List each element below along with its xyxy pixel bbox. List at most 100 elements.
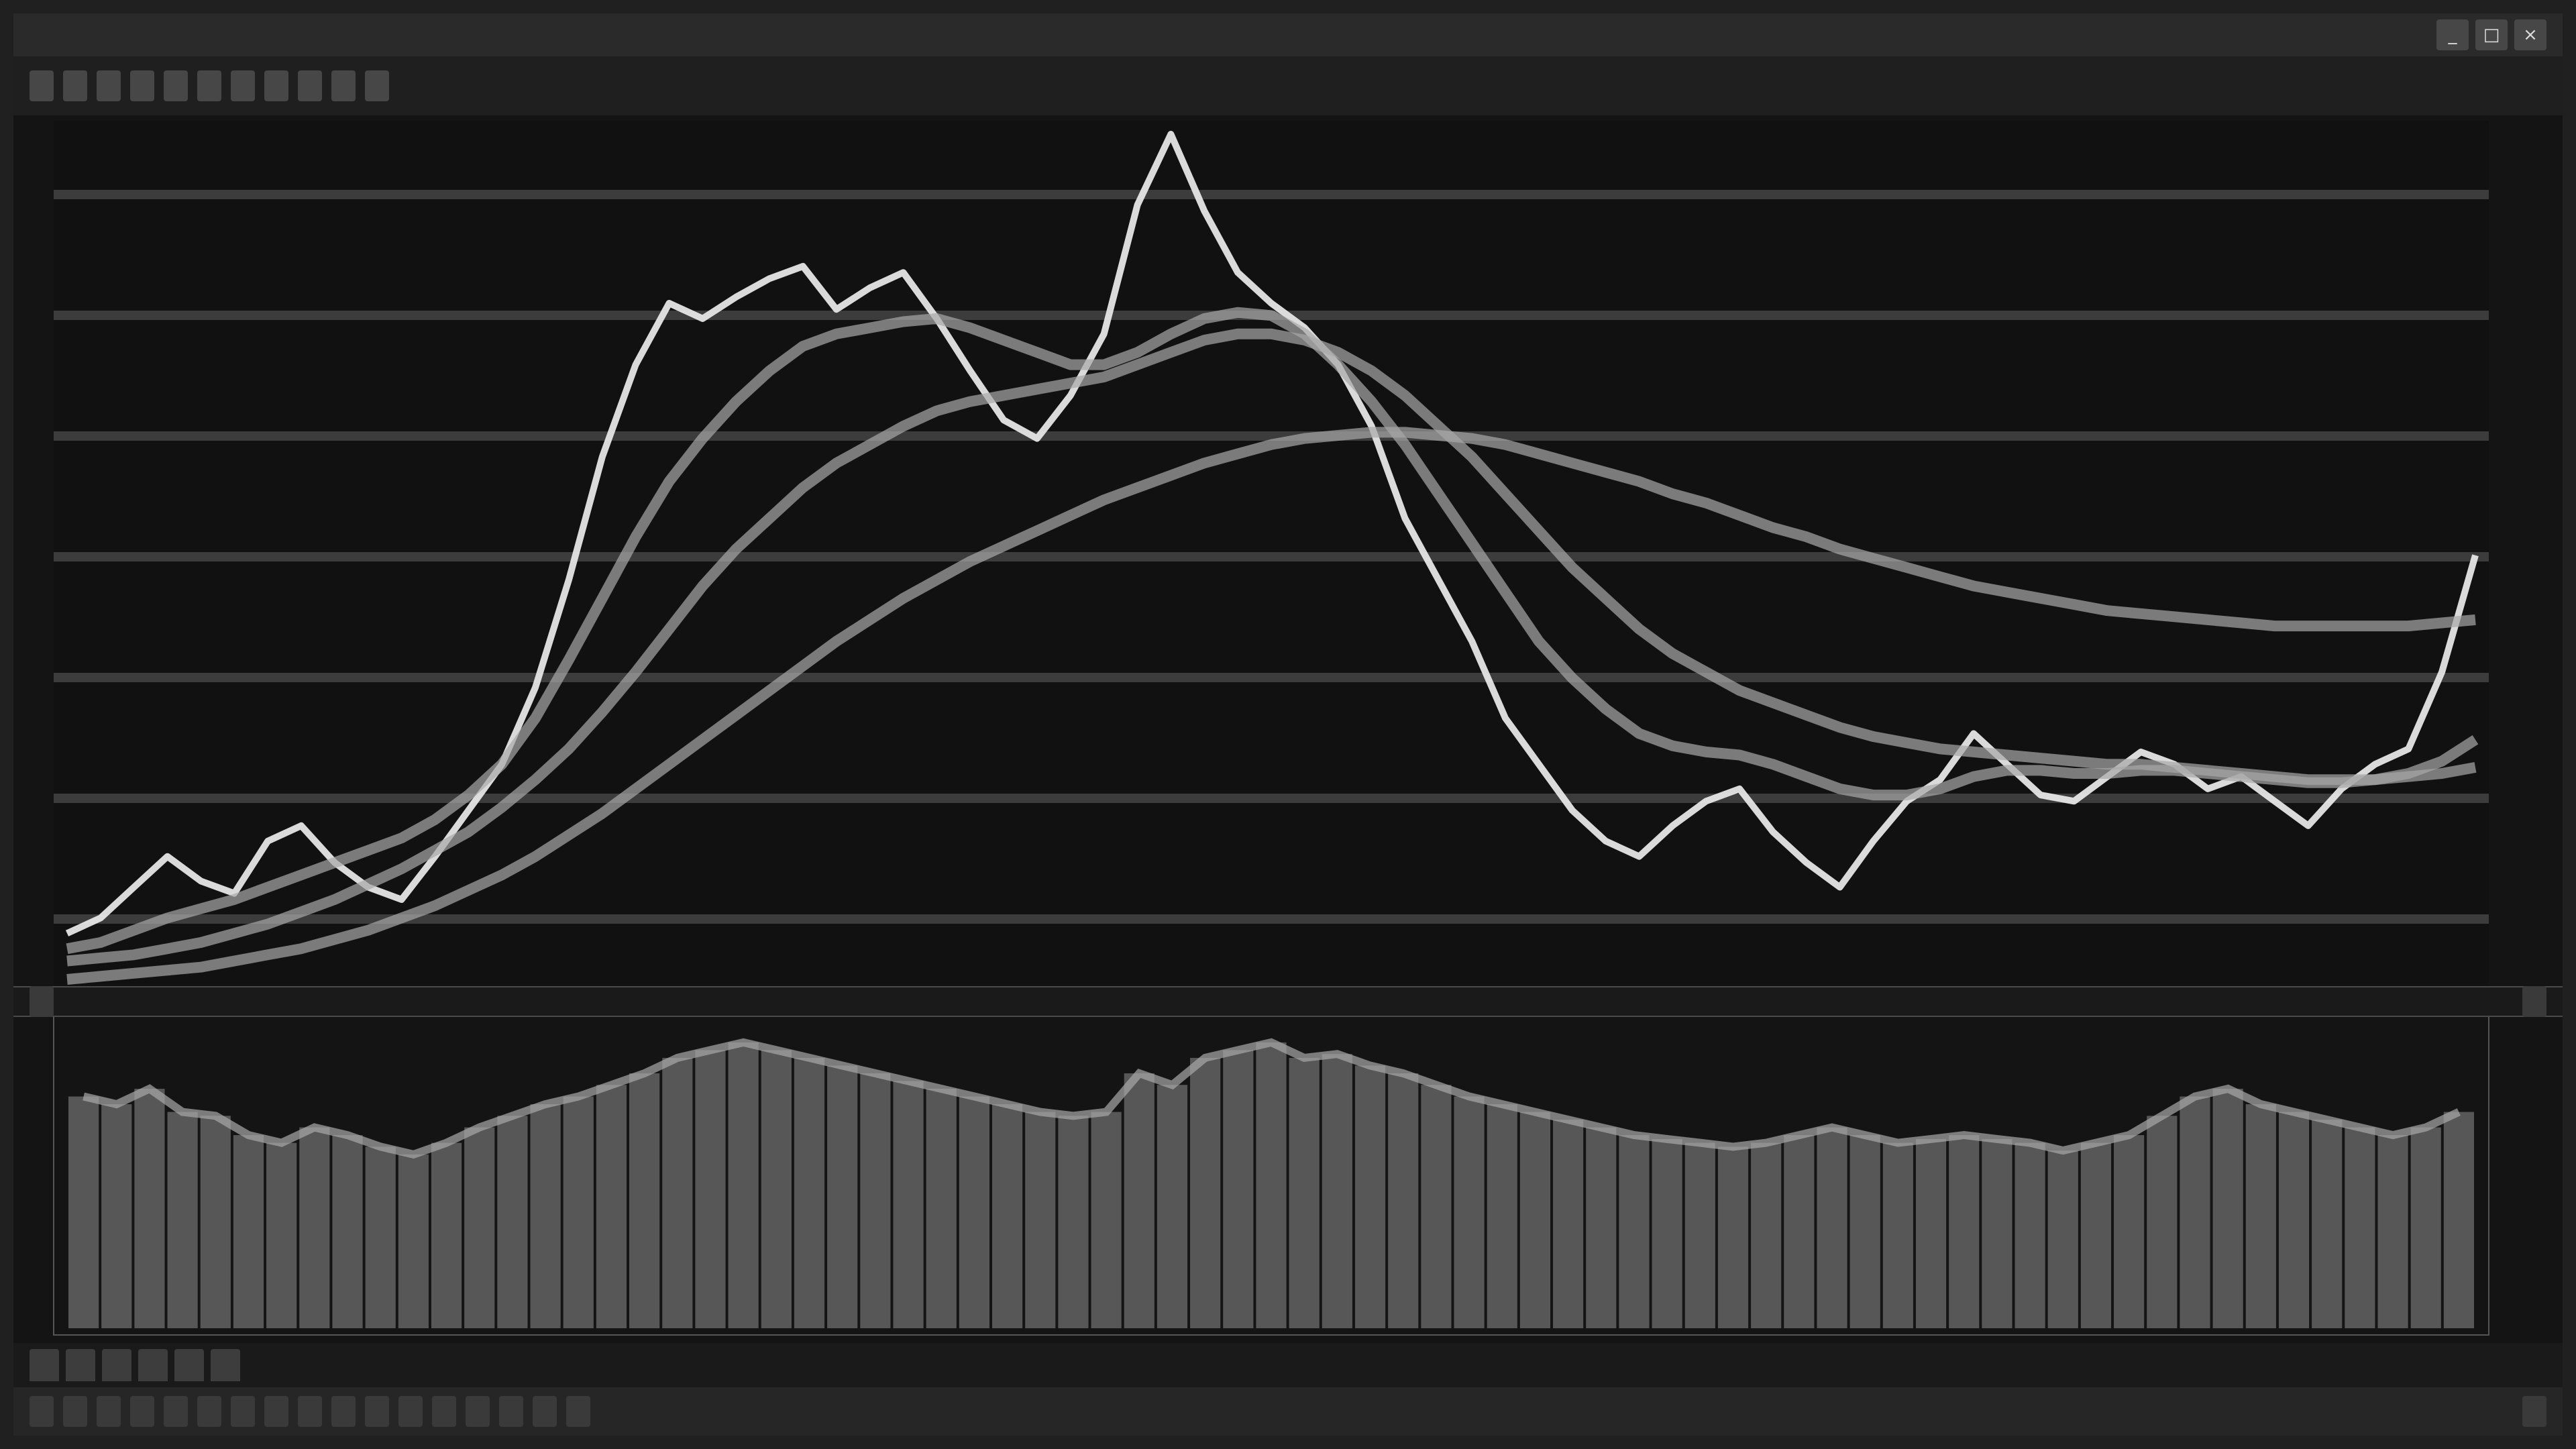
volume-series [68, 1038, 2474, 1328]
volume-bar [1849, 1135, 1880, 1328]
volume-bar [1388, 1073, 1419, 1328]
status-item [30, 1396, 54, 1427]
volume-bar [464, 1127, 495, 1328]
status-item [432, 1396, 456, 1427]
volume-bar [2114, 1135, 2145, 1328]
toolbar-item[interactable] [298, 70, 322, 101]
volume-bar [728, 1042, 759, 1328]
bottom-tab[interactable] [66, 1349, 95, 1381]
status-item [97, 1396, 121, 1427]
status-item [499, 1396, 523, 1427]
volume-bar [497, 1116, 528, 1328]
price-line [65, 131, 2479, 936]
volume-bar [266, 1142, 297, 1328]
volume-bar [860, 1073, 891, 1328]
volume-bar [1058, 1116, 1089, 1328]
toolbar [13, 56, 2563, 115]
volume-bar [1652, 1138, 1682, 1328]
toolbar-item[interactable] [264, 70, 288, 101]
bottom-tab[interactable] [30, 1349, 59, 1381]
volume-bar [2180, 1096, 2210, 1328]
toolbar-item[interactable] [197, 70, 221, 101]
toolbar-item[interactable] [164, 70, 188, 101]
volume-bar [1784, 1135, 1815, 1328]
toolbar-item[interactable] [130, 70, 154, 101]
status-item [566, 1396, 590, 1427]
toolbar-item[interactable] [63, 70, 87, 101]
volume-bar [1322, 1054, 1352, 1328]
volume-bar [1717, 1146, 1749, 1328]
volume-legend [30, 986, 54, 1017]
price-series [65, 131, 2479, 985]
volume-bar [1915, 1138, 1947, 1328]
status-item [365, 1396, 389, 1427]
volume-bar [1949, 1135, 1980, 1328]
volume-bar [1519, 1112, 1551, 1328]
volume-bar [629, 1073, 660, 1328]
volume-bar [2312, 1120, 2343, 1328]
moving-average-line [66, 427, 2476, 985]
volume-bar [662, 1057, 693, 1328]
volume-bar [2047, 1150, 2078, 1328]
volume-bar [2443, 1112, 2474, 1328]
volume-bar [1124, 1073, 1155, 1328]
volume-bar [233, 1135, 264, 1328]
bottom-tab[interactable] [211, 1349, 240, 1381]
volume-bar [959, 1096, 989, 1328]
volume-bar [1421, 1085, 1452, 1328]
chart-window: _ □ × [13, 13, 2563, 1436]
maximize-icon[interactable]: □ [2475, 19, 2508, 50]
volume-bar [2278, 1112, 2310, 1328]
volume-value [2522, 986, 2546, 1017]
toolbar-item[interactable] [231, 70, 255, 101]
minimize-icon[interactable]: _ [2436, 19, 2469, 50]
status-item [331, 1396, 356, 1427]
volume-bar [2015, 1142, 2045, 1328]
status-item [533, 1396, 557, 1427]
volume-bar [893, 1081, 924, 1328]
volume-bar [299, 1127, 330, 1328]
bottom-tab[interactable] [102, 1349, 131, 1381]
volume-bar [1553, 1120, 1584, 1328]
volume-bar [101, 1104, 132, 1328]
chart-area[interactable] [13, 13, 2563, 1436]
status-item [298, 1396, 322, 1427]
close-icon[interactable]: × [2514, 19, 2546, 50]
volume-bar [2212, 1089, 2243, 1328]
volume-bar [1157, 1085, 1188, 1328]
volume-bar [332, 1135, 363, 1328]
volume-bar [398, 1154, 429, 1328]
volume-bar [365, 1146, 396, 1328]
toolbar-item[interactable] [365, 70, 389, 101]
volume-bar [134, 1089, 165, 1328]
status-right [2522, 1396, 2546, 1427]
volume-bar [2080, 1142, 2112, 1328]
volume-bar [1684, 1142, 1715, 1328]
status-item [63, 1396, 87, 1427]
status-item [231, 1396, 255, 1427]
status-item [398, 1396, 423, 1427]
volume-bar [794, 1057, 825, 1328]
volume-bar [2377, 1135, 2408, 1328]
volume-bar [1091, 1112, 1122, 1328]
volume-bar [167, 1112, 198, 1328]
bottom-tab[interactable] [174, 1349, 204, 1381]
bottom-tabs [13, 1343, 2563, 1387]
volume-bar [1354, 1065, 1386, 1328]
bottom-tab[interactable] [138, 1349, 168, 1381]
toolbar-item[interactable] [331, 70, 356, 101]
volume-bar [1025, 1112, 1056, 1328]
volume-bar [68, 1096, 99, 1328]
volume-bar [2410, 1127, 2441, 1328]
volume-bar [1223, 1050, 1254, 1328]
volume-bar [1190, 1057, 1221, 1328]
volume-bar [1586, 1127, 1617, 1328]
volume-bar [1751, 1142, 1782, 1328]
toolbar-item[interactable] [97, 70, 121, 101]
status-item [466, 1396, 490, 1427]
moving-average-line [66, 328, 2477, 967]
volume-bar [2245, 1104, 2276, 1328]
toolbar-item[interactable] [30, 70, 54, 101]
volume-bar [827, 1065, 858, 1328]
volume-bar [1256, 1042, 1287, 1328]
